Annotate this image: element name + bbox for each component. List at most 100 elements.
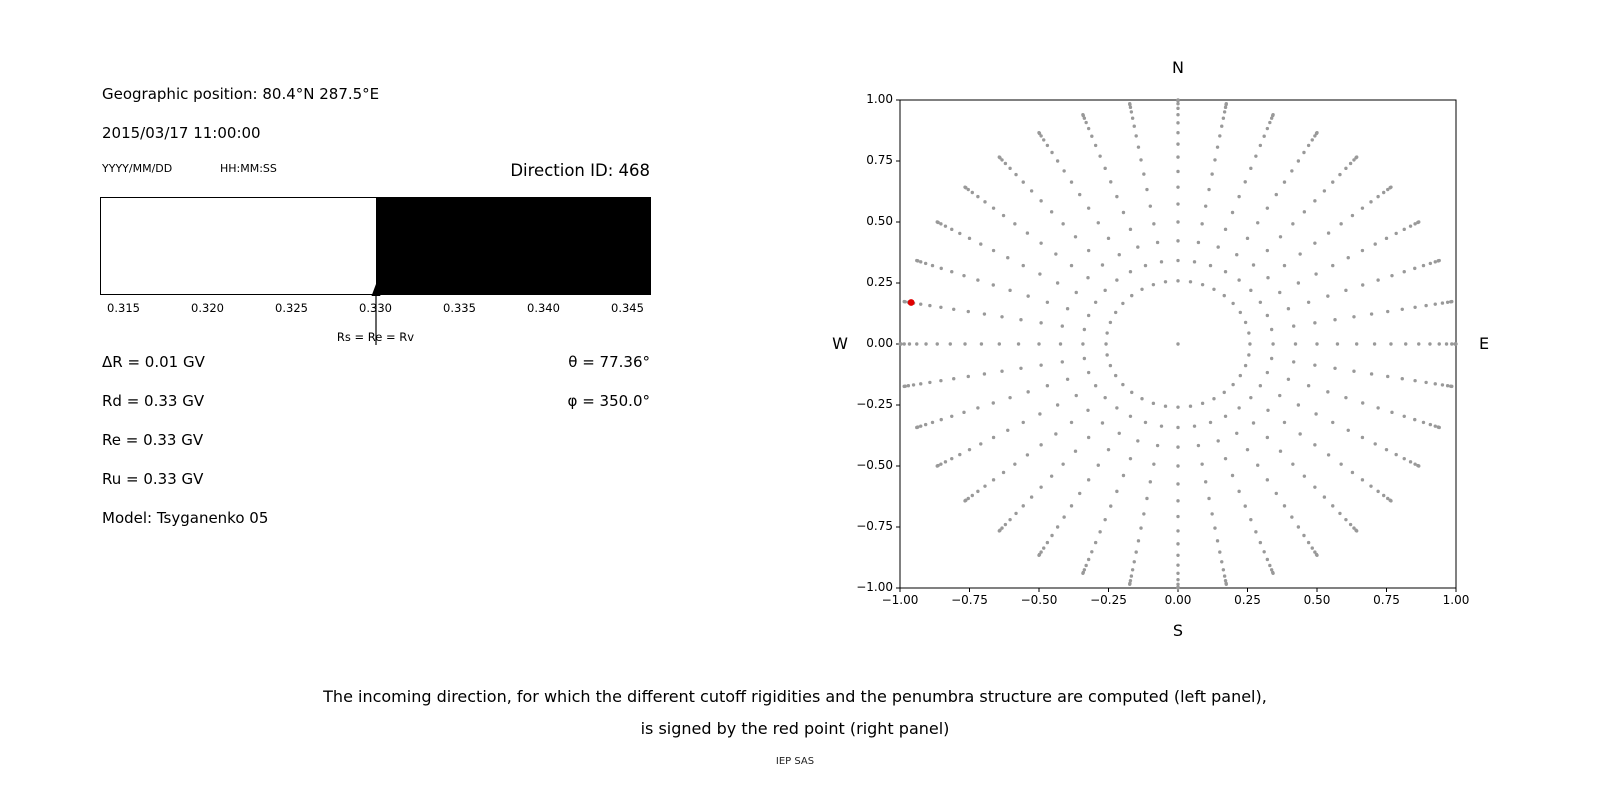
direction-dot <box>1143 420 1148 425</box>
cutoff-arrow <box>366 283 386 347</box>
direction-dot <box>1262 134 1266 138</box>
direction-dot <box>1098 154 1102 158</box>
direction-dot <box>1000 526 1004 530</box>
direction-dot <box>1045 384 1050 388</box>
direction-dot <box>1310 138 1314 142</box>
direction-dot <box>966 309 970 314</box>
x-tick-label: 0.25 <box>1234 593 1261 607</box>
direction-dot <box>1200 222 1204 226</box>
direction-dot <box>991 248 996 253</box>
direction-dot <box>1038 272 1042 276</box>
penumbra-region <box>101 198 376 294</box>
direction-dot <box>1176 445 1180 449</box>
direction-dot <box>1029 189 1034 193</box>
direction-dot <box>1105 353 1109 357</box>
direction-dot <box>1074 393 1078 398</box>
direction-dot <box>1055 281 1060 285</box>
up-arrow-icon <box>371 284 380 345</box>
direction-dot <box>1265 557 1270 562</box>
direction-dot <box>1152 462 1156 466</box>
direction-dot <box>911 383 916 387</box>
direction-dot <box>1148 480 1153 484</box>
direction-dot <box>1247 331 1251 335</box>
direction-dot <box>898 342 902 346</box>
direction-dot <box>1348 522 1353 527</box>
direction-dot <box>1049 474 1054 478</box>
penumbra-region <box>375 198 650 294</box>
direction-dot <box>1188 404 1193 408</box>
direction-dot <box>1286 377 1291 381</box>
direction-dot <box>939 378 943 383</box>
direction-dot <box>963 342 967 346</box>
direction-dot <box>1134 134 1138 138</box>
direction-dot <box>1151 282 1156 287</box>
direction-dot <box>1025 231 1030 235</box>
direction-dot <box>1372 342 1377 346</box>
direction-dot <box>1086 313 1091 318</box>
direction-dot <box>1176 239 1180 243</box>
direction-dot <box>1050 150 1054 155</box>
direction-dot <box>1313 443 1317 447</box>
direction-dot <box>1130 116 1135 120</box>
direction-dot <box>1013 222 1017 226</box>
direction-dot <box>1128 578 1133 583</box>
direction-dot <box>1026 294 1030 298</box>
direction-dot <box>991 206 996 210</box>
direction-dot <box>1212 287 1216 292</box>
direction-dot <box>1298 252 1302 256</box>
direction-dot <box>1262 550 1266 554</box>
direction-dot <box>1038 412 1042 416</box>
y-tick-label: −1.00 <box>856 580 893 594</box>
direction-dot <box>1326 390 1330 394</box>
ru-value: Ru = 0.33 GV <box>102 470 204 488</box>
direction-dot <box>1001 213 1006 218</box>
direction-dot <box>1389 185 1393 189</box>
direction-dot <box>1237 489 1241 494</box>
direction-dot <box>1376 194 1380 199</box>
direction-dot <box>1249 166 1253 171</box>
direction-dot <box>1251 421 1256 425</box>
direction-dot <box>1128 414 1133 418</box>
direction-dot <box>1078 491 1082 496</box>
direction-dot <box>1042 546 1046 550</box>
direction-dot <box>1223 227 1228 232</box>
direction-dot <box>1098 530 1102 534</box>
direction-dot <box>1176 563 1180 567</box>
direction-dot <box>1338 172 1342 177</box>
direction-dot <box>1176 582 1180 586</box>
compass-west-label: W <box>832 334 848 353</box>
direction-dot <box>930 420 935 425</box>
direction-dot <box>1292 324 1296 328</box>
direction-dot <box>1386 309 1390 314</box>
direction-dot <box>962 410 966 415</box>
direction-dot <box>1390 410 1394 415</box>
direction-dot <box>1176 185 1180 189</box>
x-tick-label: −0.75 <box>951 593 988 607</box>
direction-dot <box>1440 383 1445 387</box>
direction-dot <box>1176 155 1180 159</box>
direction-dot <box>1200 401 1205 406</box>
direction-dot <box>963 185 967 189</box>
direction-dot <box>1269 116 1274 120</box>
direction-dot <box>1132 560 1136 564</box>
direction-dot <box>1258 300 1263 304</box>
direction-dot <box>1293 342 1298 346</box>
direction-dot <box>1103 395 1107 400</box>
y-tick-label: 0.75 <box>866 153 893 167</box>
direction-dot <box>1245 236 1250 241</box>
direction-dot <box>1093 384 1098 388</box>
direction-dot <box>1062 515 1066 519</box>
direction-dot <box>1069 420 1074 425</box>
x-tick-label: −1.00 <box>881 593 919 607</box>
direction-dot <box>1163 280 1168 284</box>
direction-dot <box>1237 278 1241 282</box>
direction-dot <box>1163 404 1168 408</box>
direction-dot <box>928 380 932 385</box>
direction-dot <box>1176 482 1180 486</box>
direction-dot <box>1176 258 1180 263</box>
direction-dot <box>1220 124 1224 128</box>
direction-dot <box>1021 420 1025 425</box>
direction-dot <box>1450 384 1454 389</box>
direction-dot <box>1223 270 1228 274</box>
direction-dot <box>1086 408 1090 412</box>
